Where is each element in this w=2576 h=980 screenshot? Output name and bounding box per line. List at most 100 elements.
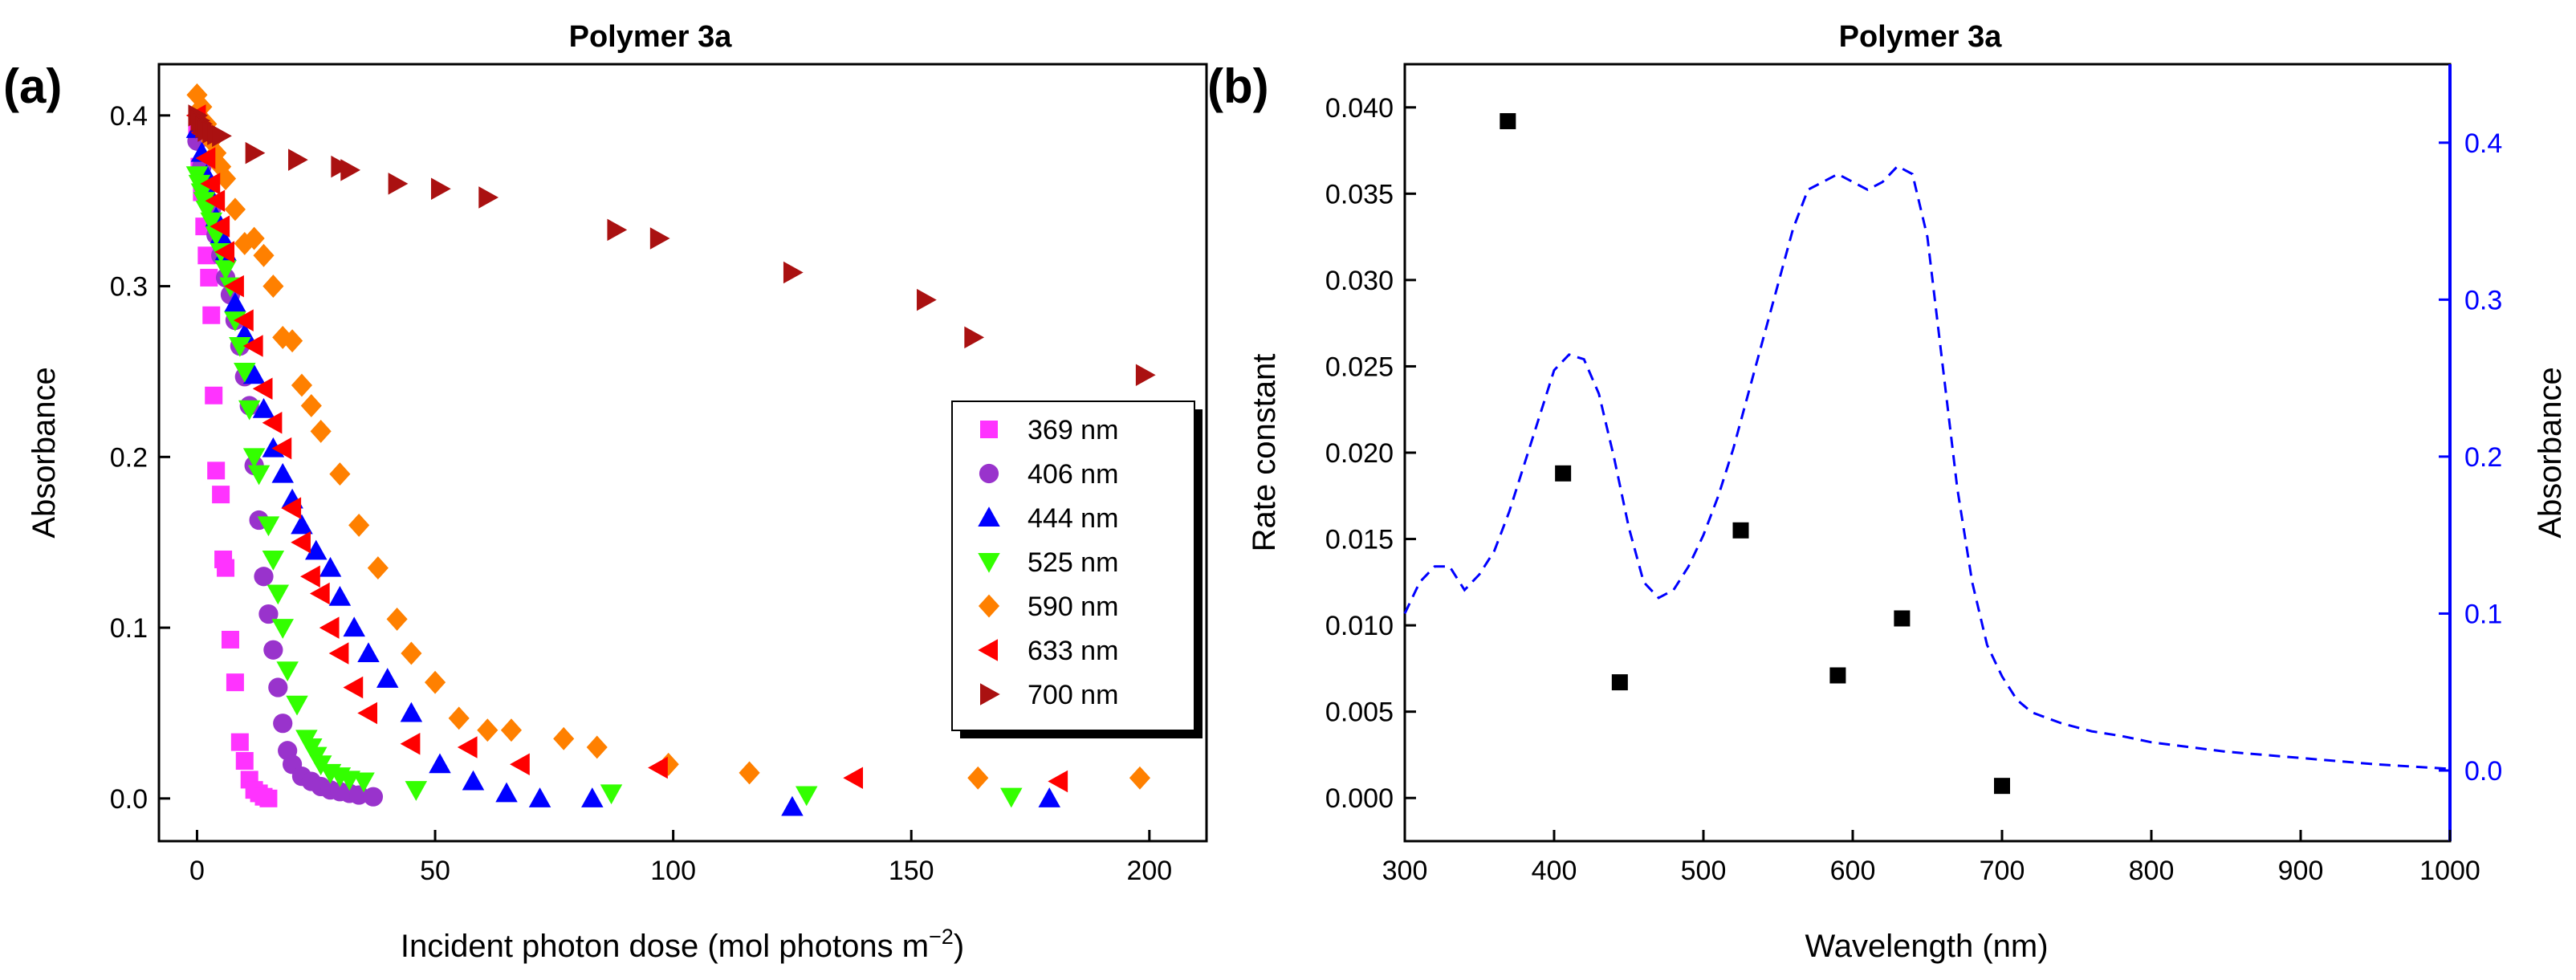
absorbance-line: [1403, 165, 2451, 771]
data-point: [1038, 787, 1060, 807]
y-tick-label: 0.015: [1325, 525, 1394, 555]
x-tick-label: 400: [1532, 856, 1577, 886]
panel-b-title: Polymer 3a: [1839, 20, 2003, 54]
data-point: [1048, 770, 1068, 793]
y-right-tick-label: 0.2: [2464, 442, 2502, 473]
legend-marker: [978, 594, 1000, 618]
legend-marker: [978, 639, 998, 661]
data-point: [214, 260, 237, 281]
y-tick-label: 0.025: [1325, 352, 1394, 382]
panel-b-x-axis-label: Wavelength (nm): [1805, 929, 2048, 964]
data-point: [242, 448, 266, 469]
panel-a-legend: 369 nm 406 nm 444 nm 525 nm 590 nm 633 nm 700 …: [951, 401, 1203, 738]
data-point: [1129, 766, 1151, 790]
data-point: [212, 124, 232, 148]
data-point: [235, 752, 254, 771]
series-633-nm: [185, 104, 1068, 793]
data-point: [276, 661, 299, 682]
data-point: [214, 167, 237, 190]
legend-label: 633 nm: [1028, 636, 1118, 666]
data-point: [271, 437, 292, 460]
series-444-nm: [185, 118, 1060, 816]
data-point: [210, 215, 230, 238]
panel-b-chart: (b) Polymer 3a 300 400 500 600 700 800 900 1000…: [1207, 20, 2568, 964]
data-point: [242, 364, 266, 384]
legend-label: 700 nm: [1028, 680, 1118, 710]
data-point: [205, 386, 223, 405]
data-point: [273, 714, 293, 734]
data-point: [234, 362, 256, 383]
data-point: [271, 619, 294, 639]
legend-label: 406 nm: [1028, 459, 1118, 490]
panel-a-chart: (a) Polymer 3a 0 50 100 150 2000.00.10.20.30…: [3, 20, 1208, 964]
panel-a-plot-frame: [157, 63, 1208, 843]
data-point: [781, 795, 804, 816]
data-point: [252, 377, 273, 400]
rate-point: [1732, 522, 1749, 539]
data-point: [607, 218, 628, 242]
legend-label: 525 nm: [1028, 547, 1118, 578]
data-point: [252, 397, 275, 418]
data-point: [247, 465, 271, 486]
legend-label: 590 nm: [1028, 592, 1118, 622]
legend-marker: [978, 506, 1000, 527]
data-point: [226, 673, 244, 692]
data-point: [319, 616, 340, 639]
data-point: [457, 736, 478, 758]
x-tick-label: 200: [1126, 856, 1172, 886]
x-tick-label: 600: [1830, 856, 1876, 886]
data-point: [1135, 364, 1156, 386]
data-point: [553, 726, 575, 750]
data-point: [186, 83, 208, 107]
series-700-nm: [188, 104, 1156, 386]
x-tick-label: 700: [1980, 856, 2025, 886]
rate-point: [1829, 667, 1846, 684]
legend-marker: [980, 421, 998, 438]
rate-point: [1611, 674, 1628, 691]
data-point: [917, 288, 937, 311]
data-point: [343, 676, 364, 699]
data-point: [340, 159, 361, 181]
data-point: [528, 787, 551, 807]
data-point: [967, 766, 989, 790]
legend-label: 444 nm: [1028, 503, 1118, 534]
y-tick-label: 0.010: [1325, 611, 1394, 641]
panel-a-points: [185, 83, 1156, 816]
data-point: [478, 186, 499, 209]
data-point: [197, 246, 216, 265]
data-point: [600, 784, 623, 805]
legend-marker: [979, 463, 999, 484]
panel-b-label: (b): [1207, 59, 1269, 113]
y-tick-label: 0.000: [1325, 783, 1394, 814]
data-point: [262, 550, 285, 571]
panel-b-rate-points: [1500, 112, 2010, 795]
panel-a-title: Polymer 3a: [569, 20, 733, 54]
x-tick-label: 0: [189, 856, 205, 886]
data-point: [262, 274, 284, 299]
rate-point: [1555, 465, 1572, 482]
data-point: [271, 462, 294, 483]
y-tick-label: 0.030: [1325, 266, 1394, 296]
data-point: [310, 419, 332, 443]
panel-a-x-axis-label-main: Incident photon dose (mol photons m: [401, 929, 929, 964]
data-point: [581, 787, 604, 807]
data-point: [245, 141, 266, 165]
data-point: [268, 677, 288, 697]
panel-b-y-axis-label: Rate constant: [1247, 354, 1282, 552]
data-point: [257, 516, 280, 537]
y-right-tick-label: 0.1: [2464, 599, 2502, 629]
legend-label: 369 nm: [1028, 415, 1118, 445]
panel-a-label: (a): [3, 59, 62, 113]
data-point: [281, 497, 302, 519]
y-tick-label: 0.005: [1325, 697, 1394, 728]
data-point: [202, 306, 221, 324]
data-point: [430, 177, 451, 201]
data-point: [291, 514, 313, 535]
y-tick-label: 0.4: [110, 101, 148, 132]
data-point: [319, 556, 342, 577]
data-point: [300, 394, 322, 417]
x-tick-label: 100: [650, 856, 696, 886]
panel-a-y-axis-label: Absorbance: [26, 367, 62, 538]
data-point: [648, 756, 668, 779]
data-point: [207, 462, 226, 480]
